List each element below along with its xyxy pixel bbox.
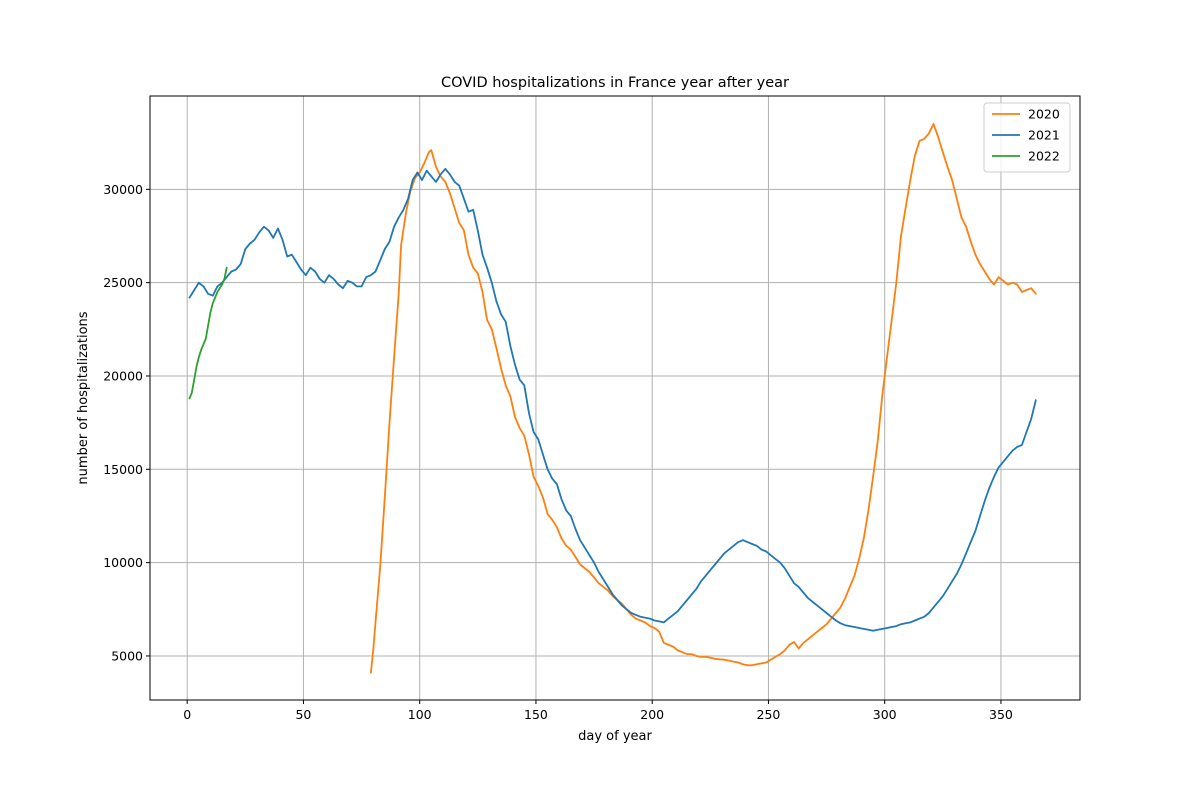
axis-ticks: 0 50 100 150 200 250 300 350 5000 10000 15000 20000… <box>103 182 1013 722</box>
chart-title: COVID hospitalizations in France year af… <box>441 75 789 91</box>
x-tick-label: 350 <box>989 707 1013 722</box>
y-tick-label: 5000 <box>111 648 143 663</box>
x-tick-label: 50 <box>295 707 311 722</box>
legend-box <box>983 102 1071 173</box>
y-tick-label: 25000 <box>103 275 143 290</box>
x-tick-label: 200 <box>640 707 664 722</box>
x-tick-label: 100 <box>408 707 432 722</box>
x-axis-label: day of year <box>578 729 652 744</box>
legend-label-2020: 2020 <box>1028 107 1060 122</box>
y-tick-label: 30000 <box>103 182 143 197</box>
plot-area-frame <box>149 95 1081 701</box>
y-tick-label: 15000 <box>103 462 143 477</box>
x-tick-label: 0 <box>183 707 191 722</box>
x-tick-label: 150 <box>524 707 548 722</box>
legend: 2020 2021 2022 <box>983 102 1071 173</box>
legend-label-2021: 2021 <box>1028 128 1060 143</box>
gridlines <box>150 96 1080 700</box>
y-tick-label: 20000 <box>103 368 143 383</box>
y-tick-label: 10000 <box>103 555 143 570</box>
series-line-2020 <box>370 123 1037 674</box>
series-lines <box>188 123 1037 674</box>
series-line-2022 <box>188 266 228 400</box>
y-axis-label: number of hospitalizations <box>76 311 91 484</box>
series-line-2021 <box>188 167 1037 632</box>
x-tick-label: 300 <box>873 707 897 722</box>
legend-label-2022: 2022 <box>1028 149 1060 164</box>
x-tick-label: 250 <box>757 707 781 722</box>
